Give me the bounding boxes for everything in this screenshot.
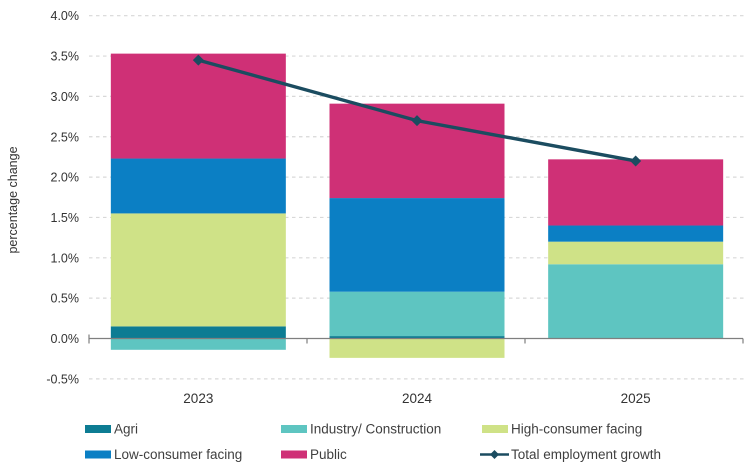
legend-label-total-employment-growth: Total employment growth [511, 447, 661, 462]
bar-segment-agri-2023 [110, 326, 286, 339]
legend-line-marker-total-employment-growth [490, 450, 499, 459]
line-marker-2024 [411, 115, 423, 127]
bar-segment-industry-construction-2023 [110, 338, 286, 350]
y-tick-label: 0.0% [51, 332, 80, 346]
y-tick-label: 2.0% [51, 171, 80, 185]
legend-swatch-agri [85, 425, 111, 433]
legend-swatch-industry-construction [281, 425, 307, 433]
x-category-label: 2024 [402, 391, 433, 406]
bar-segment-public-2025 [548, 159, 724, 226]
bar-segment-low-consumer-facing-2023 [110, 158, 286, 214]
legend-label-public: Public [310, 447, 347, 462]
bar-segment-high-consumer-facing-2024 [329, 338, 505, 358]
legend-swatch-public [281, 450, 307, 459]
y-tick-label: -0.5% [46, 372, 79, 386]
bar-segment-industry-construction-2024 [329, 291, 505, 337]
bar-segment-low-consumer-facing-2025 [548, 225, 724, 242]
y-axis-title: percentage change [6, 146, 20, 253]
x-category-label: 2025 [621, 391, 651, 406]
y-tick-label: 3.5% [51, 50, 80, 64]
bar-segment-industry-construction-2025 [548, 264, 724, 339]
legend-label-low-consumer-facing: Low-consumer facing [114, 447, 242, 462]
bar-segment-agri-2024 [329, 336, 505, 339]
legend-label-high-consumer-facing: High-consumer facing [511, 422, 642, 437]
y-tick-label: 2.5% [51, 130, 80, 144]
y-tick-label: 4.0% [51, 9, 80, 23]
x-category-label: 2023 [183, 391, 213, 406]
legend-label-industry-construction: Industry/ Construction [310, 422, 441, 437]
bar-segment-high-consumer-facing-2023 [110, 213, 286, 327]
bar-segment-high-consumer-facing-2025 [548, 241, 724, 265]
bar-segment-low-consumer-facing-2024 [329, 198, 505, 292]
y-tick-label: 1.0% [51, 251, 80, 265]
bar-segment-public-2023 [110, 53, 286, 159]
legend-label-agri: Agri [114, 422, 138, 437]
line-marker-2025 [630, 155, 642, 167]
legend-swatch-low-consumer-facing [85, 450, 111, 459]
y-tick-label: 0.5% [51, 292, 80, 306]
line-marker-2023 [192, 54, 204, 66]
legend-swatch-high-consumer-facing [482, 425, 508, 433]
y-tick-label: 3.0% [51, 90, 80, 104]
y-tick-label: 1.5% [51, 211, 80, 225]
